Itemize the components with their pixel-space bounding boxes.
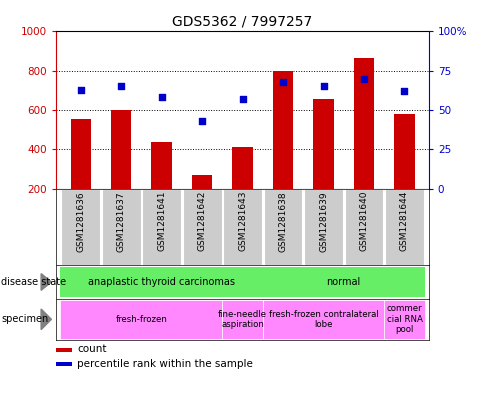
Polygon shape xyxy=(41,274,51,290)
Bar xyxy=(102,189,141,265)
Bar xyxy=(304,189,343,265)
Point xyxy=(158,94,166,101)
Point xyxy=(77,86,85,93)
Bar xyxy=(223,189,262,265)
Bar xyxy=(192,175,212,228)
Bar xyxy=(273,71,293,228)
Bar xyxy=(56,348,72,352)
Point xyxy=(239,96,246,102)
Bar xyxy=(111,110,131,228)
Text: GSM1281644: GSM1281644 xyxy=(400,191,409,251)
Text: GSM1281638: GSM1281638 xyxy=(278,191,288,252)
Text: GSM1281642: GSM1281642 xyxy=(197,191,207,251)
Bar xyxy=(60,266,263,298)
Bar xyxy=(394,114,415,228)
Bar xyxy=(344,189,383,265)
Bar xyxy=(142,189,181,265)
Bar xyxy=(384,299,425,339)
Text: anaplastic thyroid carcinomas: anaplastic thyroid carcinomas xyxy=(88,277,235,287)
Bar xyxy=(60,299,222,339)
Bar xyxy=(354,58,374,228)
Text: fine-needle
aspiration: fine-needle aspiration xyxy=(218,310,267,329)
Text: percentile rank within the sample: percentile rank within the sample xyxy=(77,358,253,369)
Text: fresh-frozen: fresh-frozen xyxy=(116,315,167,324)
Text: count: count xyxy=(77,344,107,354)
Title: GDS5362 / 7997257: GDS5362 / 7997257 xyxy=(172,15,313,29)
Bar xyxy=(222,299,263,339)
Bar xyxy=(56,362,72,366)
Point xyxy=(319,83,327,90)
Point xyxy=(117,83,125,90)
Point xyxy=(198,118,206,124)
Bar xyxy=(232,147,253,228)
Point xyxy=(360,75,368,82)
Bar xyxy=(385,189,424,265)
Text: GSM1281643: GSM1281643 xyxy=(238,191,247,252)
Text: commer
cial RNA
pool: commer cial RNA pool xyxy=(387,305,422,334)
Bar xyxy=(151,142,172,228)
Text: GSM1281636: GSM1281636 xyxy=(76,191,85,252)
Text: disease state: disease state xyxy=(1,277,66,287)
Point xyxy=(400,88,408,94)
Bar xyxy=(264,189,302,265)
Bar xyxy=(314,99,334,228)
Text: fresh-frozen contralateral
lobe: fresh-frozen contralateral lobe xyxy=(269,310,378,329)
Text: GSM1281639: GSM1281639 xyxy=(319,191,328,252)
Bar xyxy=(263,266,425,298)
Text: GSM1281641: GSM1281641 xyxy=(157,191,166,252)
Bar xyxy=(61,189,100,265)
Text: normal: normal xyxy=(327,277,361,287)
Bar xyxy=(183,189,221,265)
Text: GSM1281637: GSM1281637 xyxy=(117,191,125,252)
Bar xyxy=(71,119,91,228)
Polygon shape xyxy=(41,309,51,330)
Text: specimen: specimen xyxy=(1,314,48,324)
Point xyxy=(279,79,287,85)
Bar xyxy=(263,299,384,339)
Text: GSM1281640: GSM1281640 xyxy=(360,191,368,252)
